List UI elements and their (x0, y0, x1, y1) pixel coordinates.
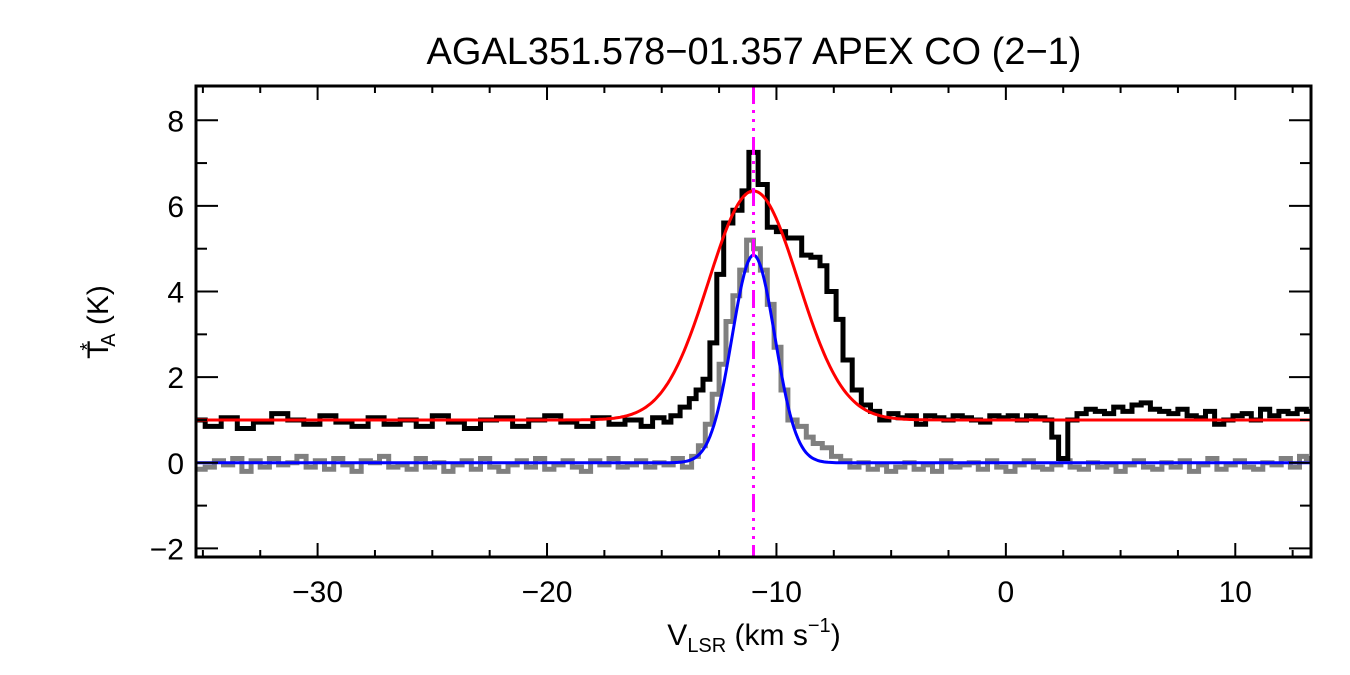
x-axis-label: VLSR (km s−1) (667, 615, 840, 657)
x-axis-label-rest: (km s (726, 619, 808, 652)
x-tick-label: −20 (522, 576, 573, 609)
chart-title: AGAL351.578−01.357 APEX CO (2−1) (427, 31, 1082, 73)
x-tick-label: 10 (1219, 576, 1252, 609)
x-tick-label: −10 (751, 576, 802, 609)
x-axis-label-sub: LSR (687, 635, 726, 657)
y-tick-label: 4 (167, 277, 184, 310)
y-tick-label: 2 (167, 362, 184, 395)
x-axis-label-sup: −1 (808, 615, 831, 637)
x-tick-label: 0 (998, 576, 1015, 609)
y-tick-label: −2 (150, 533, 184, 566)
plot-frame (194, 84, 1313, 559)
y-tick-label: 0 (167, 448, 184, 481)
y-axis-label: T*A (K) (77, 285, 120, 359)
y-tick-label: 8 (167, 105, 184, 138)
x-tick-label: −30 (292, 576, 343, 609)
x-axis-label-end: ) (831, 619, 841, 652)
y-axis-label-main: T (82, 341, 115, 359)
x-axis-label-main: V (667, 619, 687, 652)
y-axis-label-sub: A (98, 333, 120, 347)
y-axis-label-sup: * (77, 343, 99, 351)
series-black-spectrum (196, 149, 1311, 461)
y-tick-label: 6 (167, 191, 184, 224)
y-axis-label-rest: (K) (82, 285, 115, 333)
